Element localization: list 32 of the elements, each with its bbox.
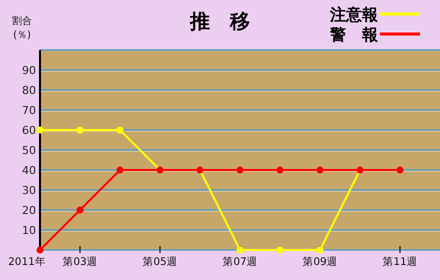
point — [316, 166, 324, 174]
legend-label: 警 報 — [329, 25, 379, 44]
x-tick-label: 第07週 — [222, 256, 258, 268]
y-tick-label: 20 — [22, 204, 36, 217]
x-tick-label: 第09週 — [302, 256, 338, 268]
y-tick-label: 80 — [22, 84, 36, 97]
point — [116, 126, 124, 134]
point — [316, 246, 324, 254]
y-tick-label: 50 — [22, 144, 36, 157]
point — [36, 246, 44, 254]
x-tick-label: 第11週 — [382, 256, 418, 268]
point — [276, 166, 284, 174]
y-tick-label: 70 — [22, 104, 36, 117]
point — [276, 246, 284, 254]
y-tick-label: 40 — [22, 164, 36, 177]
point — [76, 206, 84, 214]
point — [76, 126, 84, 134]
point — [396, 166, 404, 174]
y-tick-label: 90 — [22, 64, 36, 77]
y-tick-label: 60 — [22, 124, 36, 137]
chart-title: 推 移 — [189, 11, 250, 33]
point — [36, 126, 44, 134]
x-tick-label: 第05週 — [142, 256, 178, 268]
y-tick-label: 30 — [22, 184, 36, 197]
y-axis-title: 割合 (％) — [12, 15, 32, 41]
point — [236, 166, 244, 174]
point — [236, 246, 244, 254]
x-tick-label: 2011年 — [8, 256, 46, 268]
point — [116, 166, 124, 174]
y-tick-label: 10 — [22, 224, 36, 237]
x-tick-label: 第03週 — [62, 256, 98, 268]
legend-label: 注意報 — [329, 5, 379, 24]
